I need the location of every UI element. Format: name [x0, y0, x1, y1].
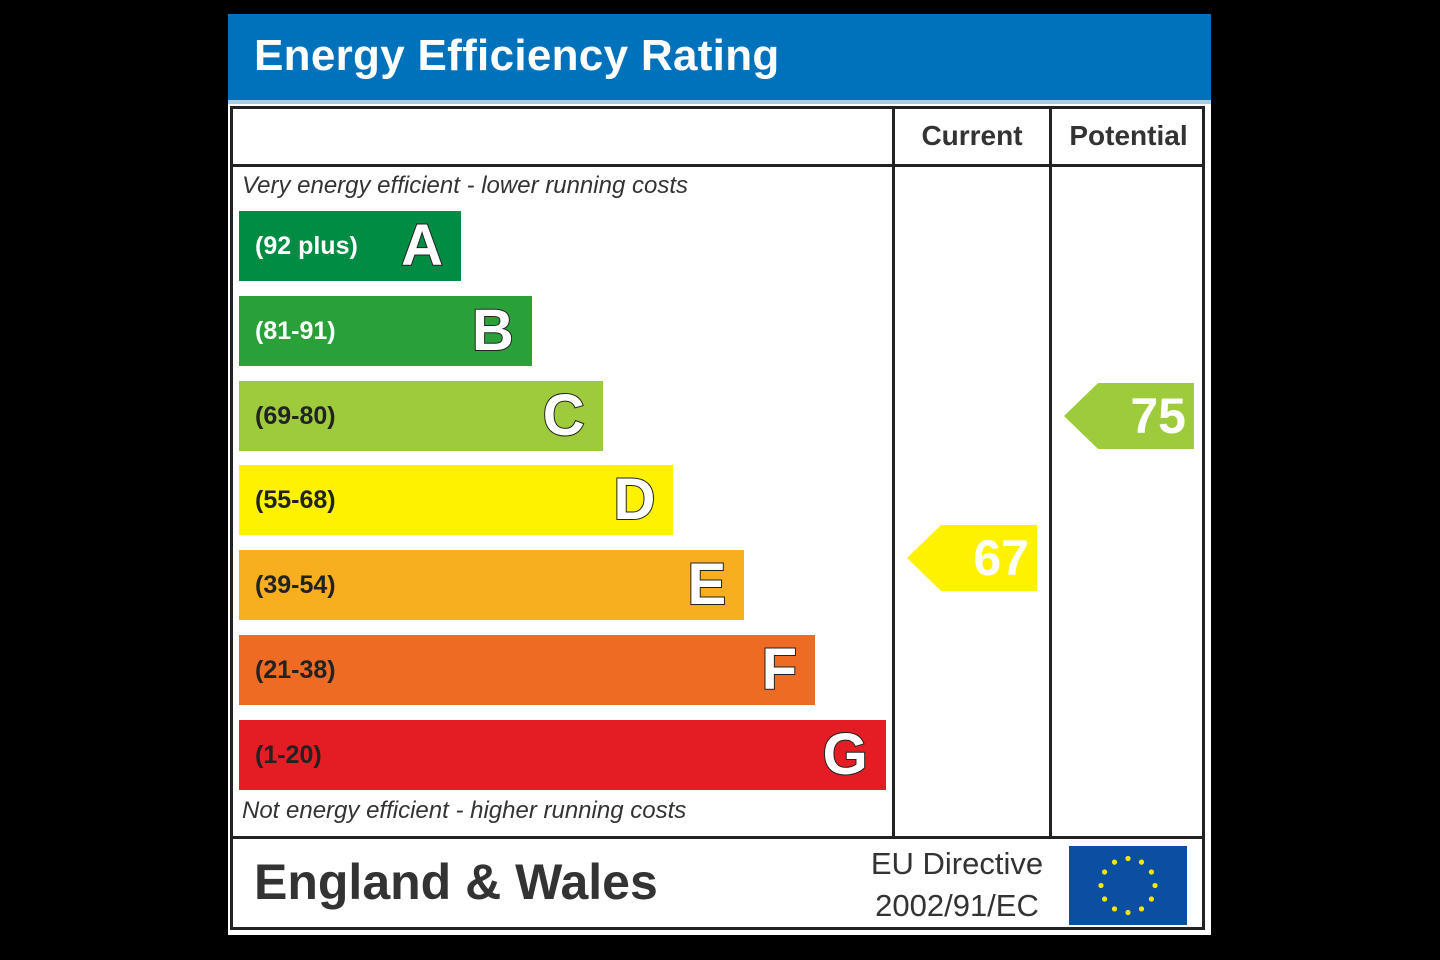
rating-table	[230, 106, 1205, 930]
band-range-label: (39-54)	[255, 571, 336, 600]
band-letter: F	[761, 636, 798, 703]
potential-column-header: Potential	[1069, 120, 1188, 151]
band-letter: D	[613, 466, 657, 533]
potential-rating-value: 75	[1130, 387, 1186, 444]
band-letter: E	[687, 551, 728, 618]
potential-column-divider	[1049, 106, 1052, 839]
band-c: (69-80) C	[239, 380, 603, 451]
band-a: (92 plus) A	[239, 211, 461, 281]
current-rating-arrow: 67	[907, 525, 1037, 592]
chart-title: Energy Efficiency Rating	[254, 31, 780, 80]
band-e: (39-54) E	[239, 550, 745, 621]
title-divider	[228, 100, 1211, 104]
band-letter: A	[400, 212, 444, 279]
band-range-label: (81-91)	[255, 316, 336, 345]
current-column-header: Current	[921, 120, 1023, 151]
region-label: England & Wales	[254, 854, 658, 910]
eu-directive-label: EU Directive	[870, 846, 1044, 881]
band-letter: B	[471, 297, 515, 364]
header-row-divider	[230, 164, 1205, 167]
footer-divider	[230, 836, 1205, 839]
band-letter: C	[542, 382, 586, 449]
band-range-label: (1-20)	[255, 740, 322, 769]
band-range-label: (69-80)	[255, 401, 336, 430]
band-letter: G	[822, 721, 869, 788]
band-b: (81-91) B	[239, 295, 532, 366]
eu-flag-icon	[1069, 846, 1187, 925]
efficient-note: Very energy efficient - lower running co…	[242, 172, 688, 199]
band-g: (1-20) G	[239, 719, 886, 790]
band-range-label: (92 plus)	[255, 232, 358, 260]
eu-directive-number: 2002/91/EC	[875, 888, 1039, 923]
band-range-label: (55-68)	[255, 486, 336, 515]
potential-rating-arrow: 75	[1064, 382, 1194, 449]
band-f: (21-38) F	[239, 635, 815, 705]
title-bar: Energy Efficiency Rating	[228, 14, 1211, 100]
current-column-divider	[892, 106, 895, 839]
band-d: (55-68) D	[239, 465, 674, 536]
epc-card: Energy Efficiency Rating Current Potenti…	[228, 14, 1211, 935]
inefficient-note: Not energy efficient - higher running co…	[242, 797, 687, 824]
band-range-label: (21-38)	[255, 656, 336, 684]
current-rating-value: 67	[973, 530, 1029, 587]
